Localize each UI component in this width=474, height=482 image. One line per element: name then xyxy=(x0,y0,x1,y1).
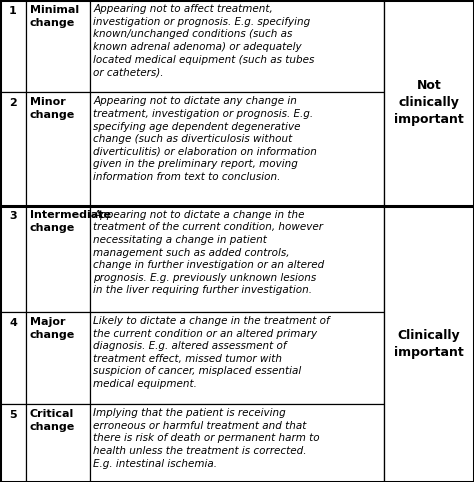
Bar xyxy=(0,404,26,482)
Bar xyxy=(90,312,384,404)
Bar xyxy=(384,205,474,482)
Text: Appearing not to dictate any change in
treatment, investigation or prognosis. E.: Appearing not to dictate any change in t… xyxy=(93,96,317,182)
Bar xyxy=(0,92,26,205)
Bar xyxy=(90,404,384,482)
Bar xyxy=(90,92,384,205)
Bar xyxy=(0,312,26,404)
Text: Appearing not to dictate a change in the
treatment of the current condition, how: Appearing not to dictate a change in the… xyxy=(93,210,325,295)
Text: 3: 3 xyxy=(9,211,17,221)
Bar xyxy=(90,0,384,92)
Text: Minimal
change: Minimal change xyxy=(30,5,79,27)
Text: 1: 1 xyxy=(9,6,17,16)
Bar xyxy=(26,0,90,92)
Text: Major
change: Major change xyxy=(30,317,75,339)
Text: Minor
change: Minor change xyxy=(30,97,75,120)
Text: Clinically
important: Clinically important xyxy=(394,329,464,359)
Bar xyxy=(0,0,26,92)
Text: Intermediate
change: Intermediate change xyxy=(30,210,111,233)
Bar xyxy=(26,205,90,312)
Text: Appearing not to affect treatment,
investigation or prognosis. E.g. specifying
k: Appearing not to affect treatment, inves… xyxy=(93,4,315,77)
Text: 2: 2 xyxy=(9,98,17,108)
Bar xyxy=(26,312,90,404)
Bar xyxy=(26,92,90,205)
Text: Likely to dictate a change in the treatment of
the current condition or an alter: Likely to dictate a change in the treatm… xyxy=(93,316,330,389)
Bar xyxy=(384,0,474,205)
Text: 5: 5 xyxy=(9,410,17,420)
Text: 4: 4 xyxy=(9,318,17,328)
Bar xyxy=(90,205,384,312)
Text: Critical
change: Critical change xyxy=(30,409,75,432)
Bar xyxy=(26,404,90,482)
Text: Not
clinically
important: Not clinically important xyxy=(394,79,464,126)
Bar xyxy=(0,205,26,312)
Text: Implying that the patient is receiving
erroneous or harmful treatment and that
t: Implying that the patient is receiving e… xyxy=(93,408,320,469)
